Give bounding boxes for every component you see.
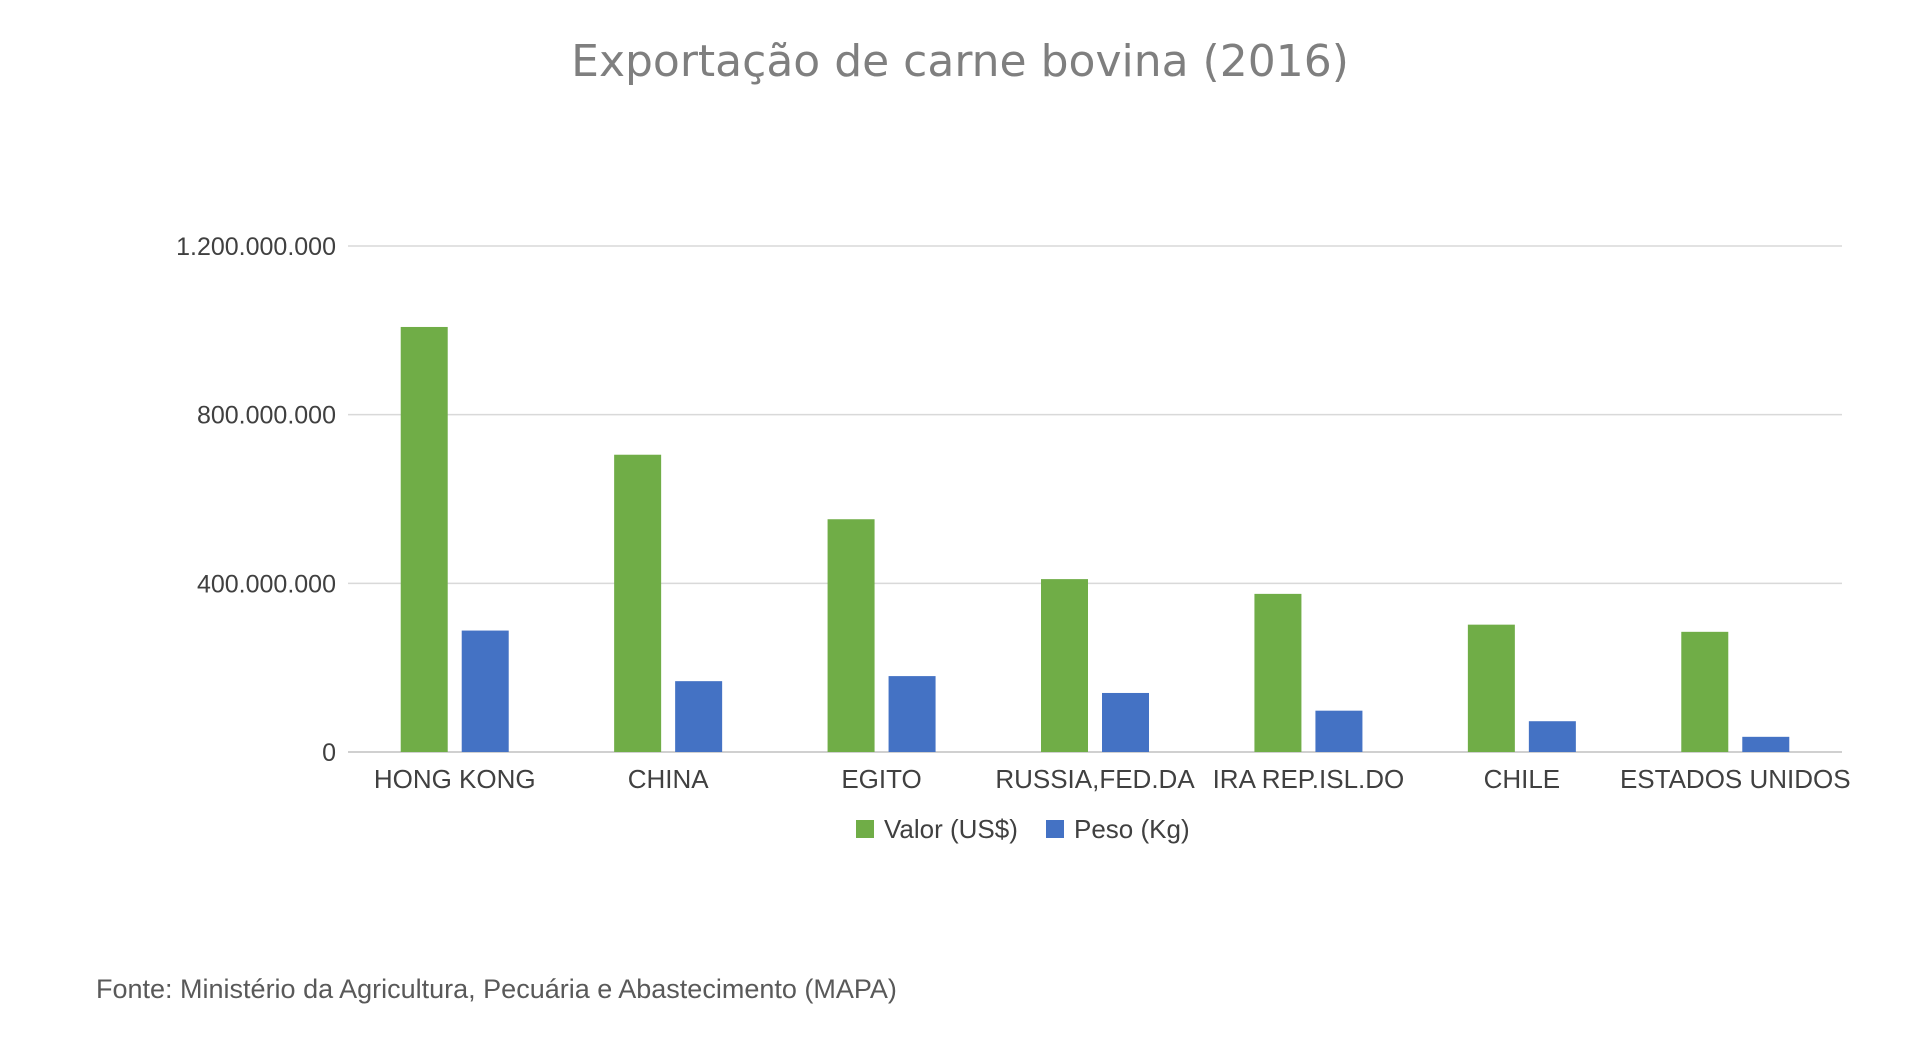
y-tick-label: 800.000.000 xyxy=(197,402,336,430)
x-tick-label: IRA REP.ISL.DO xyxy=(1213,764,1405,794)
x-tick-label: HONG KONG xyxy=(374,764,536,794)
x-tick-label: CHILE xyxy=(1484,764,1561,794)
x-tick-label: EGITO xyxy=(841,764,921,794)
bar-peso-0 xyxy=(461,630,509,752)
bars xyxy=(400,326,1790,752)
legend-swatch xyxy=(1046,820,1064,838)
bar-valor-2 xyxy=(827,519,875,752)
y-axis-ticks: 0 400.000.000 800.000.000 1.200.000.000 xyxy=(176,233,336,767)
bar-peso-4 xyxy=(1315,710,1363,752)
x-tick-label: RUSSIA,FED.DA xyxy=(995,764,1195,794)
legend-label: Valor (US$) xyxy=(884,814,1018,844)
bar-peso-2 xyxy=(888,676,936,752)
bar-peso-1 xyxy=(675,681,723,752)
bar-valor-3 xyxy=(1041,579,1088,752)
legend: Valor (US$) Peso (Kg) xyxy=(856,814,1190,844)
bar-valor-4 xyxy=(1254,593,1302,752)
bar-valor-5 xyxy=(1467,624,1515,752)
bar-peso-3 xyxy=(1102,692,1149,752)
y-tick-label: 400.000.000 xyxy=(197,570,336,598)
x-tick-label: CHINA xyxy=(628,764,710,794)
bar-peso-6 xyxy=(1742,736,1790,752)
x-axis-ticks: HONG KONG CHINA EGITO RUSSIA,FED.DA IRA REP.… xyxy=(374,764,1851,794)
legend-label: Peso (Kg) xyxy=(1074,814,1190,844)
bar-valor-1 xyxy=(614,454,662,752)
source-note: Fonte: Ministério da Agricultura, Pecuár… xyxy=(96,974,897,1004)
x-tick-label: ESTADOS UNIDOS xyxy=(1620,764,1851,794)
gridlines xyxy=(348,245,1842,753)
chart-title: Exportação de carne bovina (2016) xyxy=(571,36,1349,87)
bar-peso-5 xyxy=(1528,721,1576,752)
legend-swatch xyxy=(856,820,874,838)
bar-valor-6 xyxy=(1681,631,1729,752)
bar-valor-0 xyxy=(400,326,448,752)
y-tick-label: 0 xyxy=(322,739,336,767)
y-tick-label: 1.200.000.000 xyxy=(176,233,336,261)
